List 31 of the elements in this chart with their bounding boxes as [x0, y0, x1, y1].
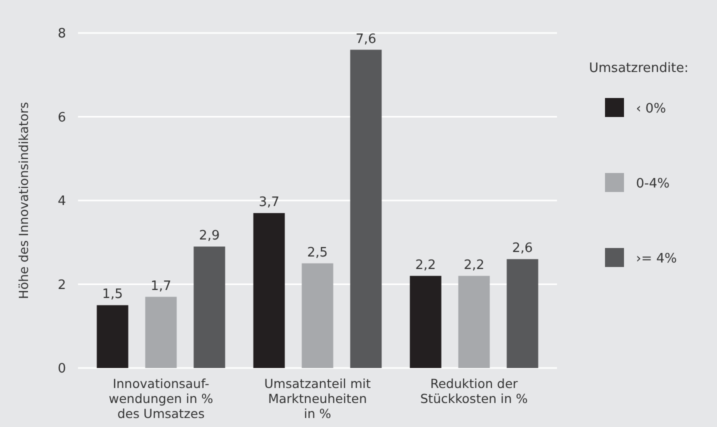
legend-title: Umsatzrendite: — [589, 61, 688, 76]
y-tick-label: 8 — [58, 26, 66, 42]
bar — [145, 296, 177, 368]
y-axis-title: Höhe des Innovationsindikators — [16, 102, 31, 300]
data-label: 2,2 — [464, 258, 484, 273]
y-tick-label: 6 — [58, 110, 66, 126]
data-label: 1,5 — [102, 287, 123, 302]
bar — [350, 50, 382, 368]
x-tick-label: Innovationsauf- wendungen in % des Umsatzes — [108, 376, 214, 421]
legend-label: 0-4% — [636, 176, 670, 192]
bar — [410, 276, 442, 368]
bar — [458, 276, 490, 368]
legend-label: ‹ 0% — [636, 102, 666, 117]
legend-label: ›= 4% — [636, 252, 677, 267]
bar — [96, 305, 128, 368]
data-label: 7,6 — [356, 32, 376, 47]
x-tick-label: Reduktion der Stückkosten in % — [420, 376, 528, 406]
bar — [253, 213, 285, 368]
bar — [302, 263, 334, 368]
y-tick-label: 4 — [58, 194, 66, 210]
x-tick-label: Umsatzanteil mit Marktneuheiten in % — [264, 376, 371, 421]
data-label: 2,2 — [415, 258, 436, 273]
data-label: 3,7 — [258, 195, 280, 210]
bar — [194, 246, 226, 368]
data-label: 2,5 — [307, 245, 328, 260]
y-tick-label: 0 — [58, 362, 66, 377]
data-label: 1,7 — [150, 278, 172, 294]
data-label: 2,6 — [512, 241, 533, 256]
bar — [506, 259, 538, 368]
data-label: 2,9 — [199, 228, 220, 244]
y-tick-label: 2 — [58, 278, 66, 293]
